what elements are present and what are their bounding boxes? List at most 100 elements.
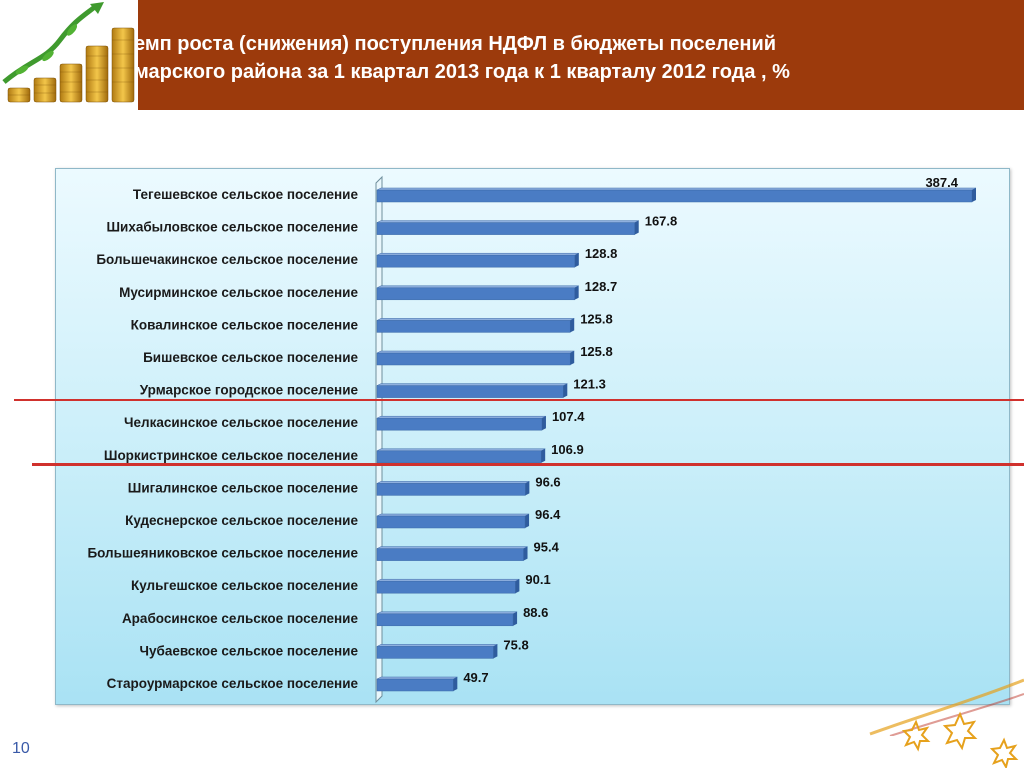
category-label: Урмарское городское поселение xyxy=(140,383,359,398)
logo xyxy=(0,0,138,110)
category-label: Мусирминское сельское поселение xyxy=(119,285,358,300)
bar-group xyxy=(376,187,977,203)
bar-group xyxy=(376,513,530,529)
bar-end xyxy=(563,383,568,398)
bar xyxy=(376,580,516,594)
bar-end xyxy=(541,448,546,463)
bar-end xyxy=(574,285,579,300)
category-label: Арабосинское сельское поселение xyxy=(122,611,359,626)
value-label: 75.8 xyxy=(503,637,528,652)
bar-group xyxy=(376,383,568,398)
page-number: 10 xyxy=(12,740,30,757)
red-line-lower xyxy=(32,463,1024,466)
bar xyxy=(376,678,454,692)
bar xyxy=(376,320,571,333)
bar-top xyxy=(376,448,546,452)
bar-group xyxy=(376,220,639,235)
bar-top xyxy=(376,578,520,582)
bar xyxy=(376,483,526,496)
bar xyxy=(376,287,575,301)
bar-top xyxy=(376,383,568,386)
star-ornaments-icon xyxy=(901,711,1019,768)
bar xyxy=(376,548,524,561)
bar-end xyxy=(453,677,458,691)
value-label: 90.1 xyxy=(525,572,550,587)
bar-top xyxy=(376,481,530,484)
bar-end xyxy=(541,416,546,431)
bar-top xyxy=(376,513,530,517)
coins-growth-icon xyxy=(2,2,135,103)
value-label: 121.3 xyxy=(573,377,606,392)
category-label: Кудеснерское сельское поселение xyxy=(125,513,358,528)
header-bar: емп роста (снижения) поступления НДФЛ в … xyxy=(0,0,1024,110)
bar-end xyxy=(525,481,530,496)
bar-group xyxy=(376,546,528,561)
category-label: Шихабыловское сельское поселение xyxy=(106,220,358,235)
bar xyxy=(376,613,514,627)
bar-end xyxy=(570,318,575,333)
category-label: Чубаевское сельское поселение xyxy=(140,643,359,658)
bar-top xyxy=(376,350,575,354)
value-label: 88.6 xyxy=(523,605,548,620)
bar-group xyxy=(376,448,546,464)
category-label: Кульгешское сельское поселение xyxy=(131,578,359,593)
value-label: 107.4 xyxy=(552,409,585,424)
bar-end xyxy=(513,611,518,626)
bar-end xyxy=(634,220,639,235)
axis-wall xyxy=(375,175,383,704)
value-label: 95.4 xyxy=(534,540,560,555)
bar xyxy=(376,417,543,431)
bar-top xyxy=(376,415,547,419)
bar-top xyxy=(376,220,639,223)
value-label: 106.9 xyxy=(551,442,584,457)
bar-group xyxy=(376,611,518,627)
bar xyxy=(376,254,576,268)
value-label: 96.6 xyxy=(535,474,560,489)
bar xyxy=(376,450,542,464)
chart-panel: Тегешевское сельское поселение 387.4 Шихаб… xyxy=(55,168,1010,705)
value-label: 125.8 xyxy=(580,311,613,326)
bar-top xyxy=(376,252,579,256)
category-label: Большеяниковское сельское поселение xyxy=(87,546,358,561)
category-label: Шигалинское сельское поселение xyxy=(128,480,359,495)
category-label: Шоркистринское сельское поселение xyxy=(104,448,359,463)
bar-top xyxy=(376,318,575,321)
bar-group xyxy=(376,285,579,301)
bar xyxy=(376,189,973,203)
bar-group xyxy=(376,676,458,692)
category-label: Тегешевское сельское поселение xyxy=(133,187,359,202)
bar-group xyxy=(376,481,530,496)
bar-group xyxy=(376,318,575,333)
bar-end xyxy=(972,188,976,202)
value-label: 128.7 xyxy=(585,279,618,294)
red-line-upper xyxy=(14,399,1024,401)
bar-top xyxy=(376,187,977,191)
title-line-1: емп роста (снижения) поступления НДФЛ в … xyxy=(134,33,777,55)
bar xyxy=(376,515,526,529)
value-label: 128.8 xyxy=(585,246,618,261)
page-title: емп роста (снижения) поступления НДФЛ в … xyxy=(134,30,1014,86)
bar-group xyxy=(376,644,498,659)
bar xyxy=(376,222,635,235)
value-label: 49.7 xyxy=(463,670,488,685)
bar-group xyxy=(376,578,520,594)
bar-end xyxy=(523,546,528,561)
bar-group xyxy=(376,350,575,366)
title-line-2: марского района за 1 квартал 2013 года к… xyxy=(134,61,790,83)
bar-end xyxy=(570,351,575,365)
bar-group xyxy=(376,252,579,268)
bar xyxy=(376,352,571,366)
bar-top xyxy=(376,676,458,680)
bar-top xyxy=(376,546,528,549)
bar xyxy=(376,385,564,398)
value-label: 167.8 xyxy=(645,214,678,229)
bar-top xyxy=(376,644,498,647)
bar-chart: Тегешевское сельское поселение 387.4 Шихаб… xyxy=(87,175,977,704)
bar-top xyxy=(376,285,579,289)
bar-end xyxy=(574,253,579,268)
value-label: 96.4 xyxy=(535,507,561,522)
category-label: Челкасинское сельское поселение xyxy=(124,415,358,430)
category-label: Ковалинское сельское поселение xyxy=(131,317,359,332)
value-label: 125.8 xyxy=(580,344,613,359)
category-label: Большечакинское сельское поселение xyxy=(96,252,358,267)
